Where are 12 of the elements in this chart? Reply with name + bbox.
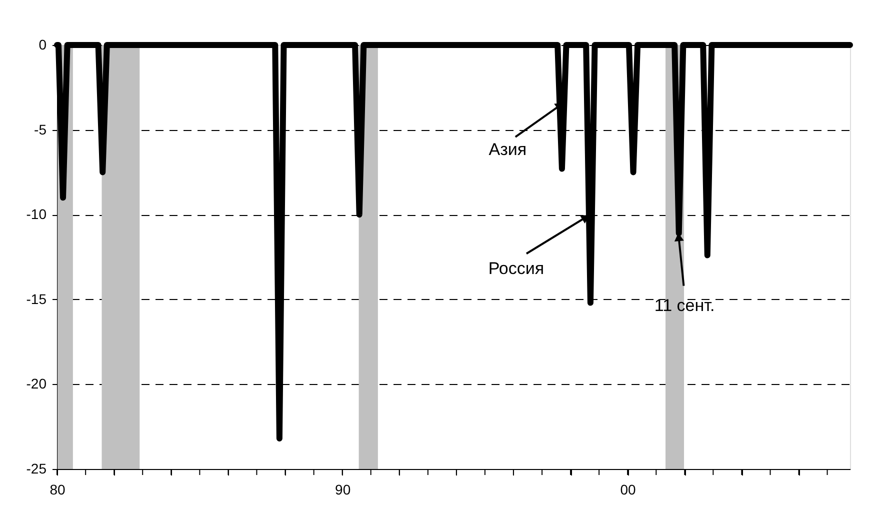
y-tick-label: -25 xyxy=(26,460,47,476)
x-tick-label: 00 xyxy=(620,482,636,498)
x-tick-label: 80 xyxy=(50,482,66,498)
y-tick-label: -5 xyxy=(34,121,47,138)
annotation: 11 сент. xyxy=(654,296,715,316)
y-tick-label: 0 xyxy=(38,36,47,52)
annotation: Россия xyxy=(488,258,544,278)
y-tick-label: -20 xyxy=(26,376,47,392)
y-tick-label: -15 xyxy=(26,290,47,307)
x-tick-label: 90 xyxy=(335,482,351,498)
annotation: Азия xyxy=(488,140,527,160)
y-tick-label: -10 xyxy=(26,206,47,222)
